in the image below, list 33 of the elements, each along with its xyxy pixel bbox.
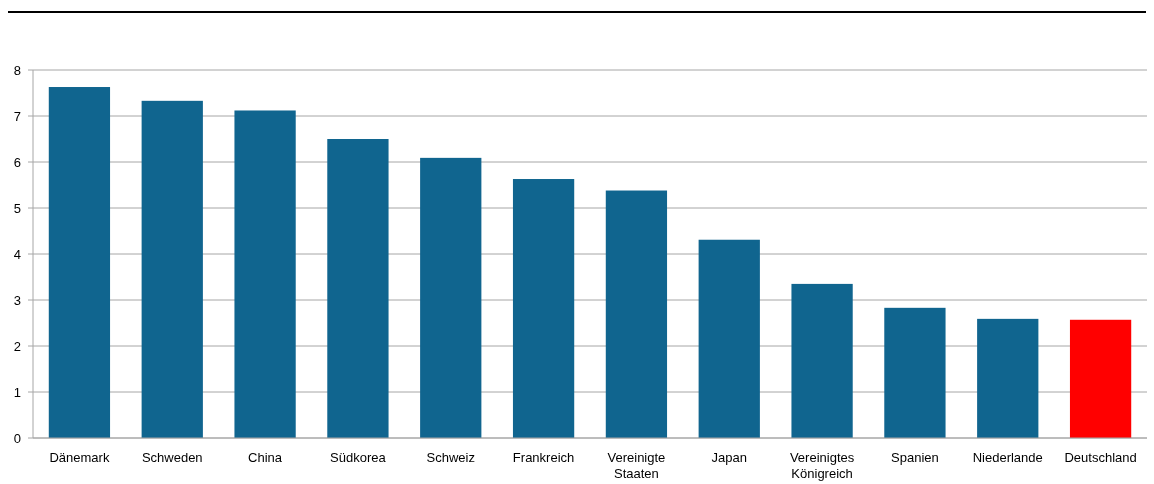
y-tick-label: 2	[13, 338, 21, 354]
y-tick-label: 7	[13, 108, 21, 124]
bar	[48, 87, 111, 438]
y-tick-label: 4	[13, 246, 21, 262]
x-tick-label: China	[248, 450, 283, 465]
y-tick-label: 3	[13, 292, 21, 308]
x-tick-label: Vereinigte Staaten	[607, 450, 666, 481]
y-tick-label: 5	[13, 200, 21, 216]
x-tick-label: Frankreich	[512, 450, 575, 465]
x-tick-label: Deutschland	[1064, 450, 1137, 465]
x-tick-label: Schweden	[141, 450, 203, 465]
bar	[234, 110, 296, 438]
bar	[698, 239, 760, 438]
x-tick-label: Niederlande	[972, 450, 1043, 465]
y-tick-label: 0	[13, 430, 21, 446]
bar	[141, 100, 203, 438]
bar	[512, 179, 575, 438]
x-tick-label: Vereinigtes Königreich	[789, 450, 855, 481]
x-tick-label: Dänemark	[49, 450, 110, 465]
x-tick-label: Spanien	[891, 450, 939, 465]
bar	[420, 157, 482, 438]
bar	[1069, 319, 1132, 438]
y-tick-label: 6	[13, 154, 21, 170]
x-tick-label: Japan	[711, 450, 747, 465]
bar	[605, 190, 668, 438]
y-tick-label: 1	[13, 384, 21, 400]
y-tick-label: 8	[13, 62, 21, 78]
bar	[884, 307, 946, 438]
bar	[791, 283, 853, 438]
bar	[327, 139, 389, 438]
x-tick-label: Südkorea	[330, 450, 387, 465]
bar	[977, 318, 1039, 438]
x-tick-label: Schweiz	[426, 450, 475, 465]
